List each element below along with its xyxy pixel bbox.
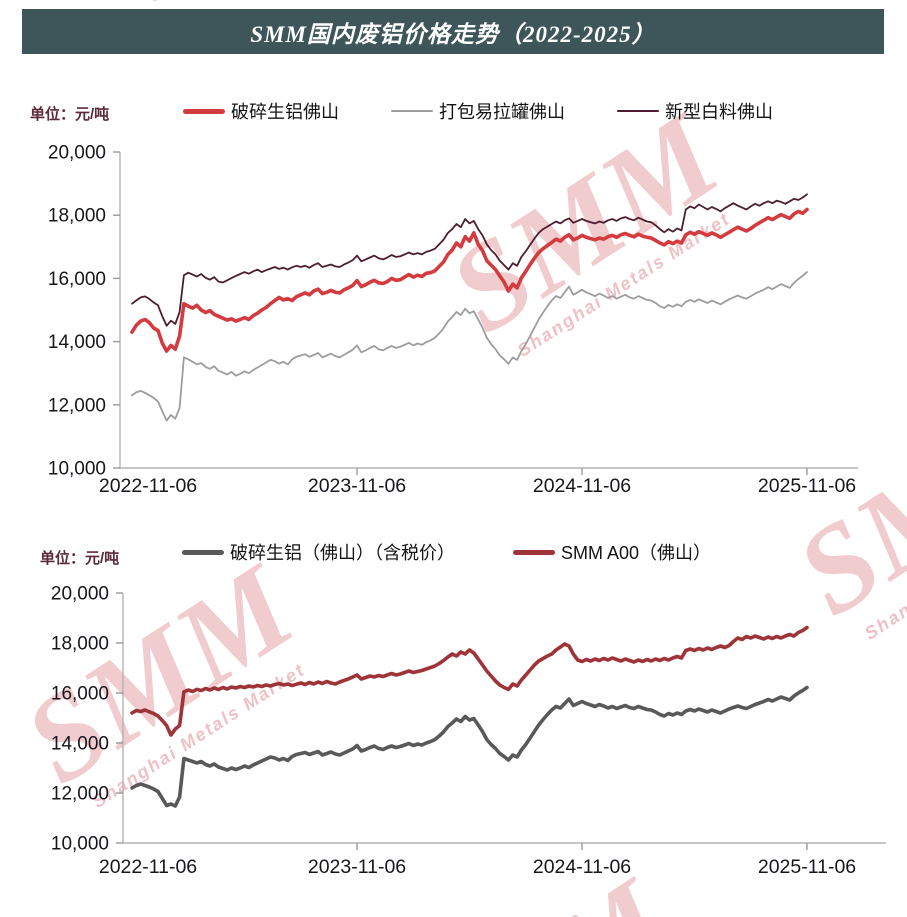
x-tick-label: 2025-11-06 [758, 856, 856, 878]
series-line [130, 625, 809, 737]
y-tick-label: 18,000 [51, 634, 109, 655]
title-banner: SMM国内废铝价格走势（2022-2025） [22, 9, 884, 54]
y-tick-label: 14,000 [48, 332, 106, 353]
page-title: SMM国内废铝价格走势（2022-2025） [250, 21, 656, 47]
price-chart-bottom: 10,000 12,000 14,000 16,000 18,000 20,000 2022… [51, 584, 886, 878]
legend-label: 打包易拉罐佛山 [439, 102, 565, 122]
y-tick-label: 14,000 [51, 734, 109, 755]
legend-line-marker-icon [391, 109, 433, 113]
y-tick-label: 20,000 [48, 143, 106, 164]
x-tick-label: 2023-11-06 [308, 856, 406, 878]
legend-line-marker-icon [183, 108, 225, 114]
legend-label: 破碎生铝（佛山）（含税价） [230, 543, 455, 563]
series-line [131, 271, 808, 422]
legend-item: 新型白料佛山 [617, 98, 773, 124]
x-tick-label: 2024-11-06 [533, 856, 631, 878]
legend-item: 打包易拉罐佛山 [391, 98, 565, 124]
series-line [130, 685, 809, 808]
y-tick-label: 12,000 [48, 395, 106, 416]
legend-label: SMM A00（佛山） [561, 543, 712, 563]
x-tick-label: 2022-11-06 [99, 856, 197, 878]
legend-item: 破碎生铝佛山 [183, 98, 339, 124]
legend-label: 新型白料佛山 [665, 102, 773, 122]
legend-line-marker-icon [182, 549, 224, 555]
legend-line-marker-icon [617, 109, 659, 113]
y-tick-label: 18,000 [48, 206, 106, 227]
x-tick-label: 2022-11-06 [99, 475, 197, 497]
y-tick-label: 10,000 [51, 834, 109, 855]
y-tick-label: 10,000 [48, 459, 106, 480]
x-tick-label: 2025-11-06 [758, 475, 856, 497]
legend-line-marker-icon [513, 549, 555, 555]
x-tick-label: 2024-11-06 [533, 475, 631, 497]
y-tick-label: 20,000 [51, 584, 109, 605]
unit-label-top: 单位：元/吨 [30, 106, 110, 123]
x-tick-label: 2023-11-06 [308, 475, 406, 497]
unit-label-bottom: 单位：元/吨 [40, 550, 120, 567]
y-tick-label: 16,000 [48, 269, 106, 290]
series-line [131, 193, 808, 327]
y-tick-label: 16,000 [51, 684, 109, 705]
series-line [130, 207, 809, 353]
price-chart-top: 10,000 12,000 14,000 16,000 18,000 20,000 2022… [48, 143, 858, 497]
legend-bottom: 破碎生铝（佛山）（含税价） SMM A00（佛山） [182, 539, 711, 565]
y-tick-label: 12,000 [51, 784, 109, 805]
legend-item: SMM A00（佛山） [513, 539, 711, 565]
legend-item: 破碎生铝（佛山）（含税价） [182, 539, 455, 565]
legend-top: 破碎生铝佛山 打包易拉罐佛山 新型白料佛山 [183, 98, 773, 124]
legend-label: 破碎生铝佛山 [231, 102, 339, 122]
